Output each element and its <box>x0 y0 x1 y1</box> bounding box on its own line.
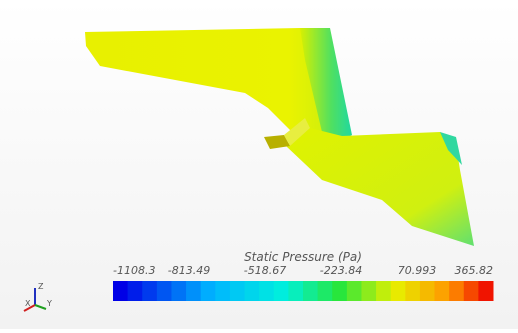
colorbar-swatch <box>332 281 347 301</box>
colorbar-swatch <box>347 281 362 301</box>
colorbar-tick-label: -1108.3 <box>113 264 155 277</box>
colorbar-tick-label: -223.84 <box>320 264 362 277</box>
colorbar-swatch <box>171 281 186 301</box>
colorbar-swatch <box>230 281 245 301</box>
y-label: Y <box>46 299 52 308</box>
colorbar-swatch <box>376 281 391 301</box>
colorbar-swatch <box>318 281 333 301</box>
colorbar-swatch <box>303 281 318 301</box>
colorbar-swatch <box>274 281 289 301</box>
colorbar-tick-label: 365.82 <box>455 264 494 277</box>
colorbar-swatch <box>405 281 420 301</box>
colorbar-swatch <box>449 281 464 301</box>
colorbar-swatch <box>391 281 406 301</box>
colorbar-swatch <box>420 281 435 301</box>
colorbar-swatch <box>435 281 450 301</box>
colorbar-swatch <box>201 281 216 301</box>
colorbar-swatch <box>288 281 303 301</box>
colorbar-swatch <box>464 281 479 301</box>
colorbar-swatch <box>478 281 493 301</box>
colorbar-swatch <box>186 281 201 301</box>
colorbar-tick-label: 70.993 <box>398 264 437 277</box>
colorbar-swatch <box>157 281 172 301</box>
viewport: Z X Y Static Pressure (Pa) -1108.3 -813.4… <box>0 0 518 329</box>
colorbar-tick-label: -813.49 <box>168 264 210 277</box>
colorbar-swatch <box>113 281 128 301</box>
colorbar-swatch <box>245 281 260 301</box>
colorbar-swatch <box>259 281 274 301</box>
page: Z X Y Static Pressure (Pa) -1108.3 -813.4… <box>0 0 518 329</box>
z-label: Z <box>38 282 44 291</box>
colorbar-swatch <box>128 281 143 301</box>
x-label: X <box>25 299 31 308</box>
colorbar-swatch <box>215 281 230 301</box>
colorbar-tick-label: -518.67 <box>244 264 286 277</box>
colorbar-title: Static Pressure (Pa) <box>244 250 362 264</box>
colorbar-swatch <box>142 281 157 301</box>
colorbar-swatch <box>361 281 376 301</box>
